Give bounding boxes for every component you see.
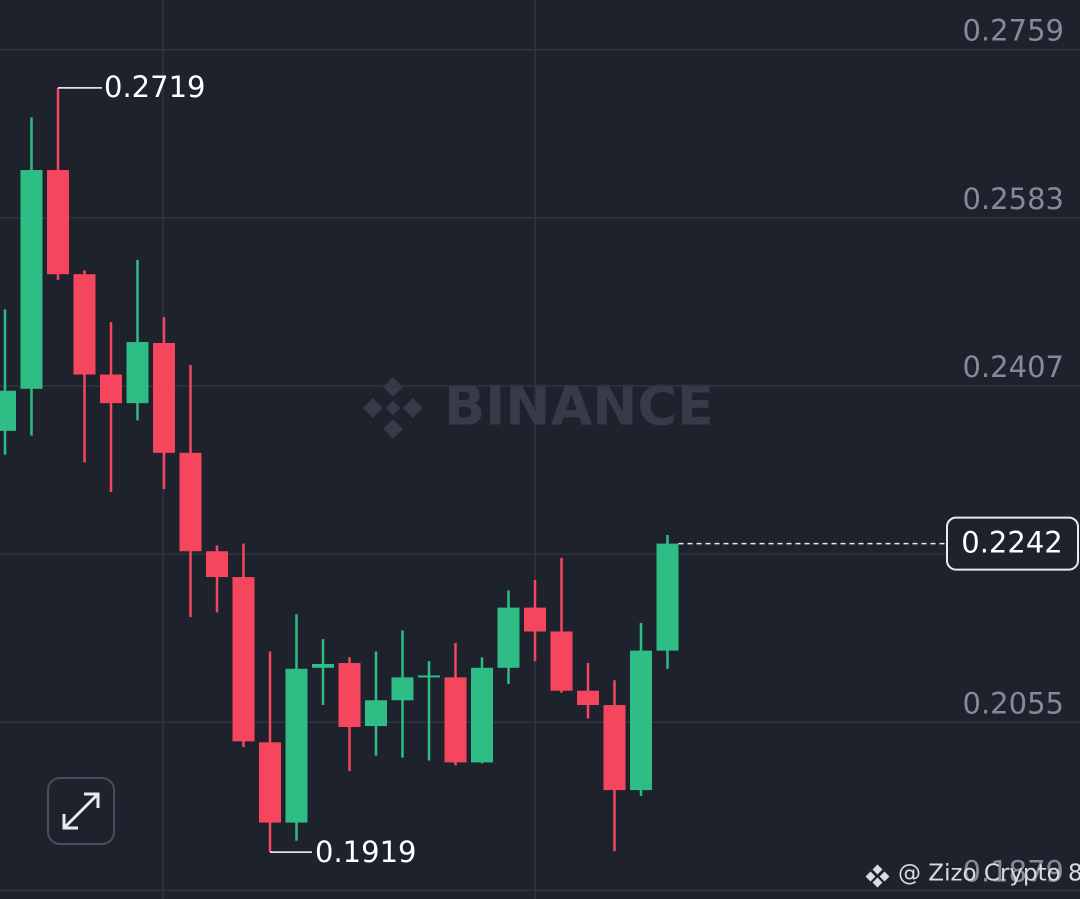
watermark-logo [363,377,423,439]
candle-body [206,551,228,578]
candle-body [100,374,122,404]
candle-body [153,342,175,453]
y-tick-label: 0.2055 [963,686,1064,720]
candle-body [365,700,387,727]
candle-body [630,650,652,791]
candle-body [20,170,43,389]
candle-body [497,607,520,668]
candle-body [444,677,467,763]
candle-body [656,543,679,651]
candle-body [391,677,414,701]
candle-body [73,274,96,375]
watermark-text: BINANCE [444,375,714,438]
y-tick-label: 0.1879 [963,854,1064,888]
y-tick-label: 0.2583 [963,182,1064,216]
candle-body [126,342,149,404]
high-marker-label: 0.2719 [104,70,205,104]
candle-body [524,607,546,632]
credit-text: @ Zizo Crypto 8 [898,861,1080,887]
candle-body [312,663,334,668]
candle-body [47,170,69,275]
candle-body [338,663,361,728]
candle-body [577,690,599,706]
candle-body [0,390,16,431]
candle-body [471,667,493,763]
candle-body [259,742,281,823]
expand-button[interactable] [47,777,115,845]
candle-body [285,668,308,823]
credit-logo [865,864,890,888]
candle-body [179,452,202,552]
y-tick-label: 0.2759 [963,14,1064,48]
y-tick-label: 0.2407 [963,350,1064,384]
candle-body [603,705,626,791]
low-marker-label: 0.1919 [315,835,416,869]
candle-body [418,675,440,678]
plot-area: 0.27590.25830.24070.22310.20550.18790.27… [0,14,1080,892]
candle-body [550,631,573,691]
candle-body [232,577,255,742]
last-price-label: 0.2242 [961,526,1062,560]
last-price-box [946,516,1079,571]
